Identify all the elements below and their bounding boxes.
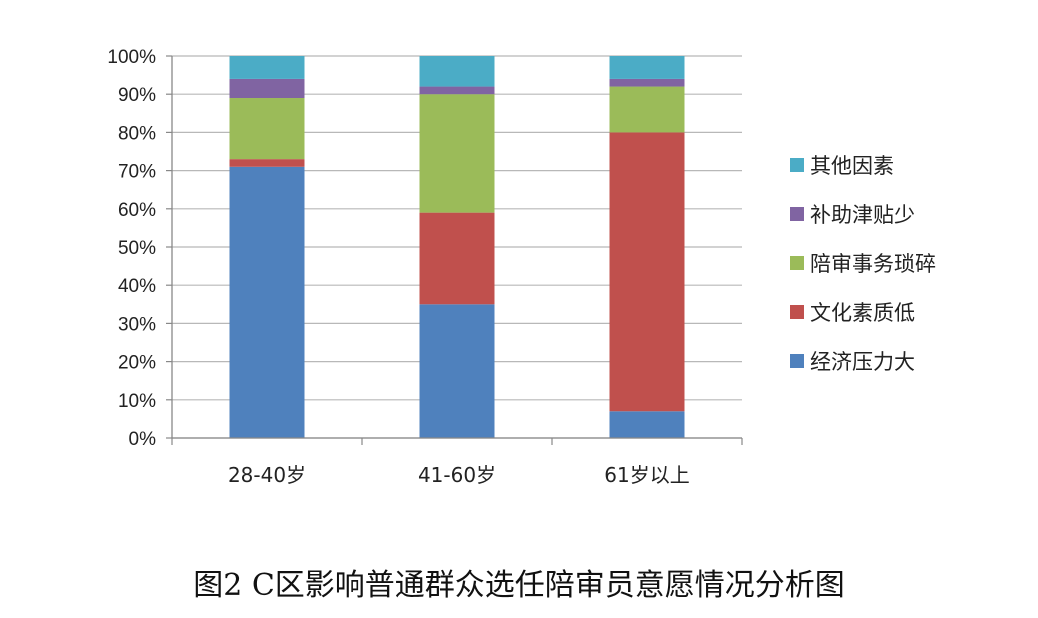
y-tick-label: 80% (118, 123, 156, 144)
y-tick-label: 30% (118, 314, 156, 335)
y-tick-label: 60% (118, 200, 156, 221)
bar-segment (609, 86, 685, 133)
bar-segment (229, 166, 305, 438)
y-tick-label: 50% (118, 238, 156, 259)
legend-label: 陪审事务琐碎 (810, 252, 936, 276)
bar-segment (419, 212, 495, 305)
y-tick-label: 20% (118, 353, 156, 374)
y-tick-label: 70% (118, 162, 156, 183)
y-axis-ticks: 0% 10% 20% 30% 40% 50% 60% 70% 80% 90% 100% (107, 47, 172, 450)
legend-swatch (790, 158, 804, 172)
bar-segment (229, 159, 305, 167)
bar-segment (229, 56, 305, 79)
bar-segment (419, 56, 495, 87)
bar-segment (609, 132, 685, 412)
bar-segment (419, 94, 495, 213)
bar-segment (419, 86, 495, 95)
legend-label: 补助津贴少 (810, 203, 915, 227)
x-tick-label: 61岁以上 (604, 463, 689, 487)
bars (229, 56, 685, 438)
x-axis-labels: 28-40岁 41-60岁 61岁以上 (228, 463, 690, 487)
legend-label: 其他因素 (810, 154, 894, 178)
y-tick-label: 100% (107, 47, 156, 68)
bar-segment (229, 78, 305, 99)
bar-segment (609, 56, 685, 79)
legend-swatch (790, 207, 804, 221)
y-tick-label: 40% (118, 276, 156, 297)
bar-segment (609, 411, 685, 438)
legend-swatch (790, 354, 804, 368)
axes (171, 56, 743, 445)
bar-segment (229, 98, 305, 160)
legend-swatch (790, 305, 804, 319)
y-tick-label: 10% (118, 391, 156, 412)
legend-label: 文化素质低 (810, 301, 915, 325)
bar-segment (609, 78, 685, 87)
stacked-bar-chart: 0% 10% 20% 30% 40% 50% 60% 70% 80% 90% 100% 28-40岁… (107, 47, 936, 487)
bar-segment (419, 304, 495, 438)
figure-caption: 图2 C区影响普通群众选任陪审员意愿情况分析图 (193, 568, 845, 603)
legend-label: 经济压力大 (810, 350, 915, 374)
y-tick-label: 90% (118, 85, 156, 106)
x-tick-label: 41-60岁 (418, 463, 496, 487)
y-tick-label: 0% (129, 429, 157, 450)
x-tick-label: 28-40岁 (228, 463, 306, 487)
legend-swatch (790, 256, 804, 270)
